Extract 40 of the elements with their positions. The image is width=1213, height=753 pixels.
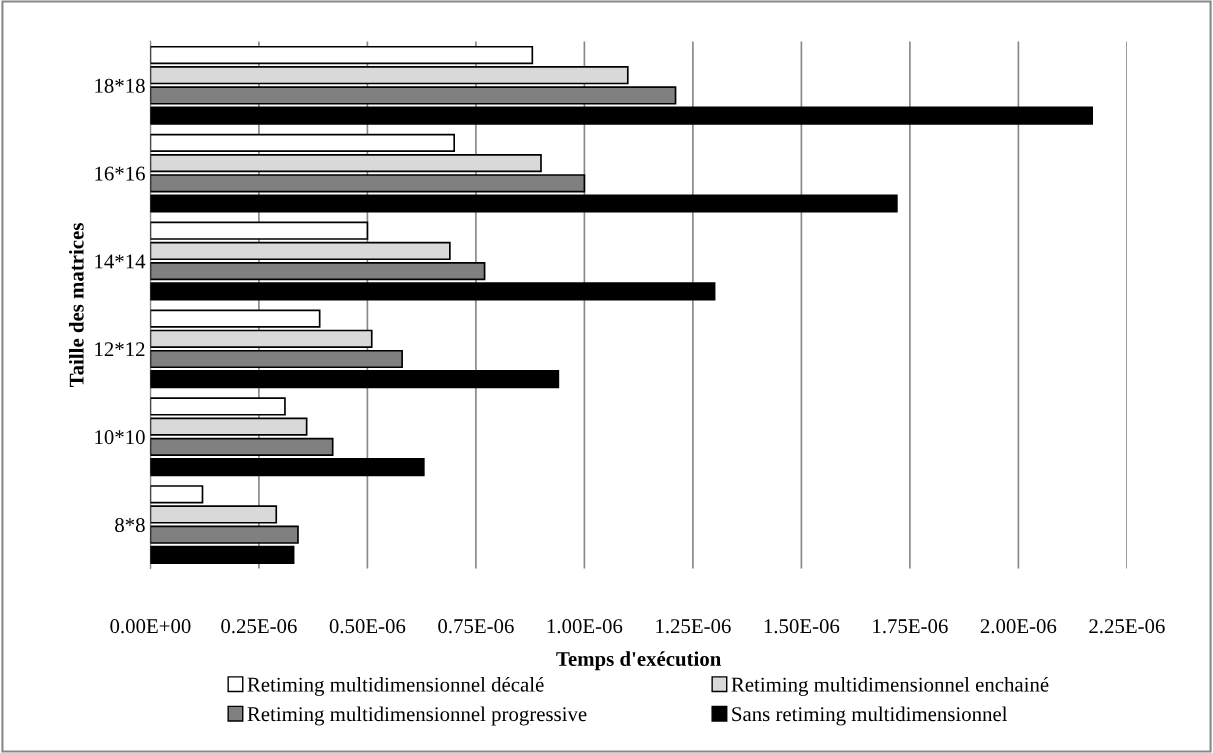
x-tick-label: 2.25E-06 [1089, 619, 1165, 634]
bar [150, 221, 369, 240]
x-tick-label: 1.75E-06 [873, 619, 948, 634]
bar [150, 133, 456, 153]
bar [150, 370, 560, 389]
bar [150, 106, 1093, 125]
bar [150, 45, 534, 65]
bar [150, 417, 308, 436]
bar [150, 241, 451, 261]
bar [150, 397, 286, 416]
x-tick-label: 0.75E-06 [438, 619, 514, 634]
bar [150, 194, 898, 213]
y-axis-title: Taille des matrices [69, 223, 84, 387]
bar [150, 66, 629, 85]
x-tick-label: 0.50E-06 [329, 619, 406, 634]
bar [150, 505, 278, 524]
bar [150, 329, 373, 348]
bar [150, 309, 321, 328]
legend-label: Retiming multidimensionnel progressive [247, 706, 587, 726]
x-tick-label: 1.25E-06 [656, 619, 731, 634]
y-tick-label: 12*12 [95, 342, 145, 357]
legend-label: Sans retiming multidimensionnel [732, 706, 1008, 726]
legend-label: Retiming multidimensionnel enchainé [731, 676, 1049, 696]
y-tick-label: 8*8 [115, 517, 145, 533]
y-tick-label: 14*14 [95, 254, 146, 269]
bar [150, 457, 425, 477]
x-tick-label: 1.00E-06 [547, 619, 623, 634]
bar [150, 153, 542, 173]
y-tick-label: 18*18 [95, 78, 145, 93]
bar [150, 545, 295, 565]
x-axis-title: Temps d'exécution [556, 651, 721, 671]
x-tick-label: 2.00E-06 [980, 619, 1057, 634]
x-tick-label: 0.25E-06 [221, 619, 297, 634]
bar [150, 485, 204, 504]
y-tick-label: 16*16 [95, 166, 145, 181]
bar [150, 282, 716, 301]
y-tick-label: 10*10 [95, 430, 145, 445]
legend-label: Retiming multidimensionnel décalé [247, 676, 544, 696]
x-tick-label: 1.50E-06 [764, 619, 840, 634]
x-tick-label: 0.00E+00 [110, 619, 191, 634]
